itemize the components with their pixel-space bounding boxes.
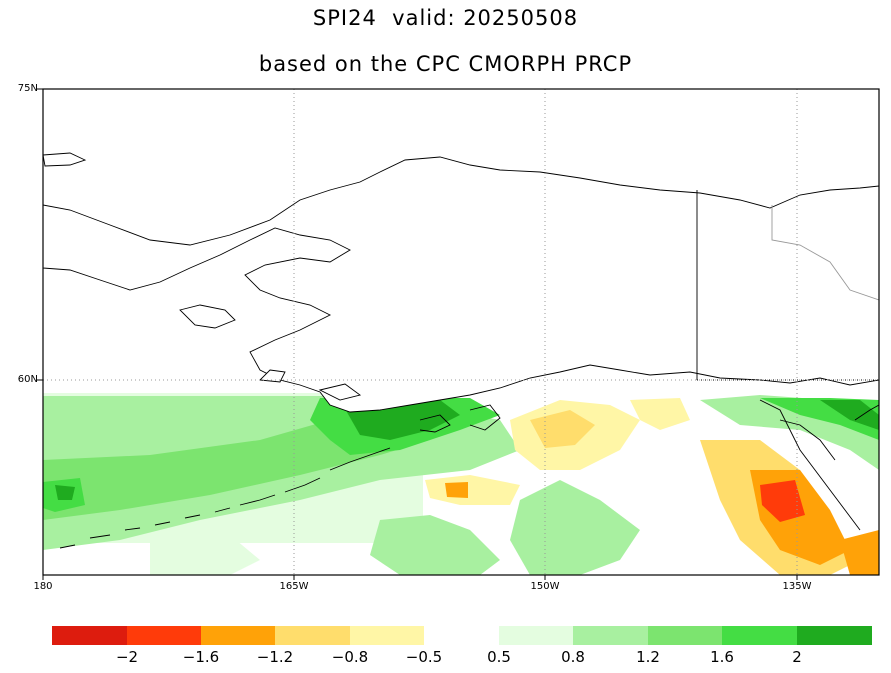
- lon-label-135w: 135W: [782, 581, 812, 592]
- colorbar-label: −1.2: [256, 648, 294, 666]
- colorbar-swatch: [350, 626, 424, 645]
- colorbar-swatch: [648, 626, 722, 645]
- colorbar-label: −0.8: [331, 648, 369, 666]
- lat-label-60n: 60N: [17, 374, 38, 385]
- colorbar-label: −1.6: [182, 648, 220, 666]
- land-coastline: [43, 152, 879, 413]
- colorbar-swatch: [797, 626, 872, 645]
- colorbar-label: 2: [792, 648, 802, 666]
- colorbar-swatch: [201, 626, 275, 645]
- map-frame: [42, 88, 880, 576]
- colorbar-label: −0.5: [405, 648, 443, 666]
- aleutian-islands: [59, 399, 879, 549]
- axis-ticks: [37, 88, 798, 580]
- colorbar-swatch: [127, 626, 201, 645]
- map-subtitle: based on the CPC CMORPH PRCP: [258, 52, 633, 76]
- lon-label-165w: 165W: [279, 581, 309, 592]
- gridlines: [43, 89, 879, 575]
- colorbar-swatch: [52, 626, 127, 645]
- lat-label-75n: 75N: [17, 83, 38, 94]
- colorbar-swatch: [722, 626, 797, 645]
- spi-field: [43, 393, 879, 575]
- colorbar-swatch: [499, 626, 573, 645]
- colorbar-label: 1.2: [636, 648, 660, 666]
- colorbar-label: −2: [115, 648, 139, 666]
- colorbar-swatch: [275, 626, 350, 645]
- lon-label-180: 180: [33, 581, 53, 592]
- colorbar-label: 0.5: [487, 648, 511, 666]
- lon-label-150w: 150W: [530, 581, 560, 592]
- colorbar-swatch: [573, 626, 648, 645]
- colorbar-label: 1.6: [710, 648, 734, 666]
- colorbar: [52, 626, 872, 645]
- colorbar-label: 0.8: [561, 648, 585, 666]
- map-title: SPI24 valid: 20250508: [312, 6, 579, 30]
